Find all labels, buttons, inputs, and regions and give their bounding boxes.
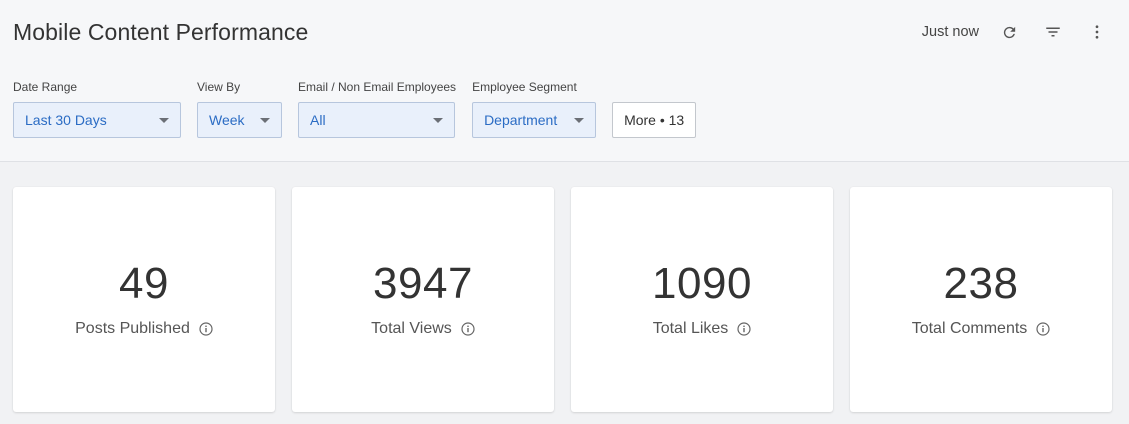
filter-email-employees: Email / Non Email Employees All bbox=[298, 80, 456, 138]
filter-label: View By bbox=[197, 80, 241, 94]
date-range-select[interactable]: Last 30 Days bbox=[13, 102, 181, 138]
metric-value: 238 bbox=[943, 259, 1019, 308]
refresh-icon[interactable] bbox=[997, 20, 1021, 44]
info-icon[interactable] bbox=[737, 322, 751, 336]
last-updated-text: Just now bbox=[921, 24, 979, 40]
metric-card-total-likes: 1090 Total Likes bbox=[571, 187, 833, 412]
email-employees-select[interactable]: All bbox=[298, 102, 455, 138]
filter-label: Date Range bbox=[13, 80, 78, 94]
metric-card-posts-published: 49 Posts Published bbox=[13, 187, 275, 412]
info-icon[interactable] bbox=[1036, 322, 1050, 336]
metric-value: 49 bbox=[119, 259, 169, 308]
metric-label-row: Posts Published bbox=[13, 320, 275, 338]
metric-card-total-comments: 238 Total Comments bbox=[850, 187, 1112, 412]
metric-card-total-views: 3947 Total Views bbox=[292, 187, 554, 412]
metric-value: 3947 bbox=[373, 259, 473, 308]
filter-label: Email / Non Email Employees bbox=[298, 80, 457, 94]
more-vertical-icon[interactable] bbox=[1085, 20, 1109, 44]
filter-date-range: Date Range Last 30 Days bbox=[13, 80, 181, 138]
filter-bar: Date Range Last 30 Days View By Week Ema… bbox=[13, 80, 697, 138]
info-icon[interactable] bbox=[199, 322, 213, 336]
metric-label-row: Total Views bbox=[292, 320, 554, 338]
filter-view-by: View By Week bbox=[197, 80, 282, 138]
more-filters-button[interactable]: More • 13 bbox=[612, 102, 697, 138]
metric-label-row: Total Likes bbox=[571, 320, 833, 338]
select-value: Last 30 Days bbox=[25, 112, 107, 128]
metric-cards: 49 Posts Published 3947 Total Views bbox=[13, 187, 1112, 412]
select-value: Week bbox=[209, 112, 245, 128]
chevron-down-icon bbox=[159, 117, 169, 123]
chevron-down-icon bbox=[574, 117, 585, 123]
filter-label: Employee Segment bbox=[472, 80, 577, 94]
chevron-down-icon bbox=[433, 117, 443, 123]
chevron-down-icon bbox=[260, 117, 270, 123]
metric-label-row: Total Comments bbox=[850, 320, 1112, 338]
info-icon[interactable] bbox=[461, 322, 475, 336]
metric-label: Total Views bbox=[371, 320, 452, 337]
filter-icon[interactable] bbox=[1041, 20, 1065, 44]
view-by-select[interactable]: Week bbox=[197, 102, 282, 138]
header-actions: Just now bbox=[922, 20, 1109, 44]
metric-label: Posts Published bbox=[75, 320, 190, 337]
metric-label: Total Likes bbox=[652, 320, 729, 337]
select-value: All bbox=[310, 112, 326, 128]
metric-label: Total Comments bbox=[911, 320, 1028, 337]
filter-employee-segment: Employee Segment Department bbox=[472, 80, 597, 138]
metric-value: 1090 bbox=[652, 259, 752, 308]
page-title: Mobile Content Performance bbox=[13, 19, 309, 45]
dashboard-header: Mobile Content Performance Just now Date… bbox=[0, 0, 1129, 162]
employee-segment-select[interactable]: Department bbox=[472, 102, 597, 138]
select-value: Department bbox=[484, 112, 558, 128]
